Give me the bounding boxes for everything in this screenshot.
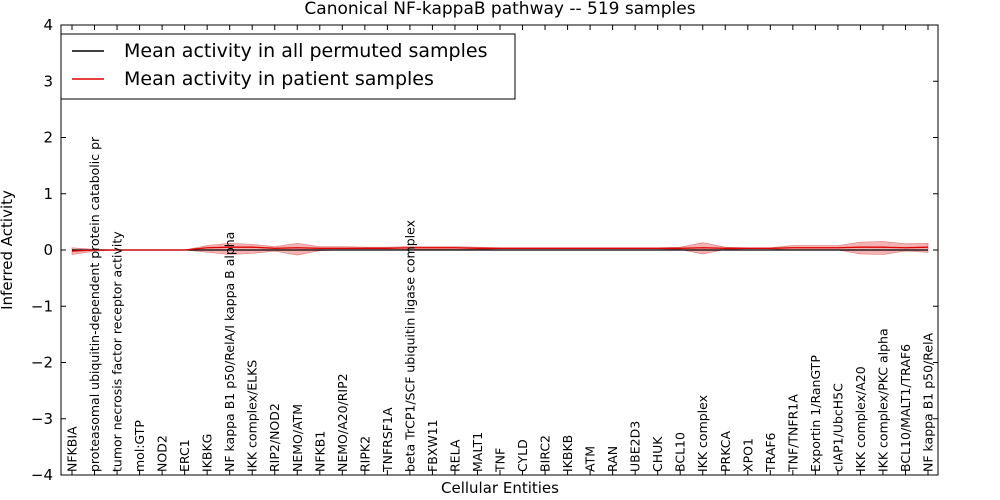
- x-tick-label: BCL10: [673, 432, 688, 472]
- x-tick-label: IKBKB: [560, 435, 575, 472]
- y-tick-label: 4: [43, 16, 53, 34]
- x-tick-label: NF kappa B1 p50/RelA: [921, 332, 936, 472]
- x-tick-label: ATM: [583, 446, 598, 472]
- x-tick-label: NEMO/ATM: [290, 404, 305, 472]
- x-tick-label: RELA: [447, 439, 462, 472]
- x-tick-label: cIAP1/UbcH5C: [830, 383, 845, 472]
- y-tick-label: 2: [43, 129, 53, 147]
- y-tick-label: 1: [43, 185, 53, 203]
- x-tick-label: XPO1: [740, 438, 755, 472]
- x-tick-label: TNFRSF1A: [380, 407, 395, 473]
- x-tick-label: TNF: [493, 448, 508, 473]
- x-tick-label: CYLD: [515, 439, 530, 472]
- x-tick-label: TRAF6: [763, 432, 778, 473]
- x-tick-label: PRKCA: [718, 431, 733, 472]
- patient-mean-line: [71, 246, 929, 252]
- x-tick-label: proteasomal ubiquitin-dependent protein …: [87, 136, 102, 472]
- x-tick-label: IKK complex: [695, 395, 710, 472]
- y-tick-label: 3: [43, 72, 53, 90]
- x-tick-label: mol:GTP: [132, 420, 147, 472]
- x-tick-label: RAN: [605, 446, 620, 472]
- y-tick-label: −3: [31, 410, 53, 428]
- legend-box: [60, 33, 516, 100]
- x-tick-label: NFKBIA: [65, 426, 80, 472]
- x-tick-label: ERC1: [177, 439, 192, 472]
- x-tick-label: RIP2/NOD2: [267, 403, 282, 472]
- chart-title: Canonical NF-kappaB pathway -- 519 sampl…: [304, 0, 695, 19]
- legend: Mean activity in all permuted samples Me…: [60, 33, 516, 100]
- x-tick-label: NOD2: [155, 435, 170, 472]
- y-tick-label: −4: [31, 466, 53, 484]
- x-tick-label: FBXW11: [425, 419, 440, 472]
- x-tick-label: IKK complex/ELKS: [245, 360, 260, 472]
- legend-label-patient: Mean activity in patient samples: [124, 68, 434, 90]
- x-tick-label: IKK complex/A20: [853, 366, 868, 472]
- x-tick-label: beta TrCP1/SCF ubiquitin ligase complex: [402, 220, 417, 472]
- x-tick-label: NEMO/A20/RIP2: [335, 373, 350, 472]
- x-tick-label: TNF/TNFR1A: [785, 394, 800, 473]
- x-tick-label: NFKB1: [312, 431, 327, 472]
- x-tick-label: BIRC2: [538, 435, 553, 472]
- x-tick-label: IKK complex/PKC alpha: [875, 328, 890, 472]
- x-tick-label: IKBKG: [200, 434, 215, 472]
- y-axis-label: Inferred Activity: [0, 190, 16, 310]
- x-axis-label: Cellular Entities: [441, 479, 559, 497]
- y-tick-label: 0: [43, 241, 53, 259]
- x-tick-label: BCL10/MALT1/TRAF6: [898, 344, 913, 472]
- legend-label-permuted: Mean activity in all permuted samples: [124, 40, 487, 62]
- y-tick-label: −1: [31, 297, 53, 315]
- x-tick-label: UBE2D3: [628, 421, 643, 472]
- x-tick-label: RIPK2: [357, 436, 372, 472]
- x-tick-label: CHUK: [650, 436, 665, 472]
- x-tick-label: MALT1: [470, 432, 485, 472]
- y-tick-label: −2: [31, 354, 53, 372]
- x-tick-label: Exportin 1/RanGTP: [808, 355, 823, 472]
- x-tick-label: NF kappa B1 p50/RelA/I kappa B alpha: [222, 232, 237, 472]
- x-tick-label: tumor necrosis factor receptor activity: [110, 231, 125, 472]
